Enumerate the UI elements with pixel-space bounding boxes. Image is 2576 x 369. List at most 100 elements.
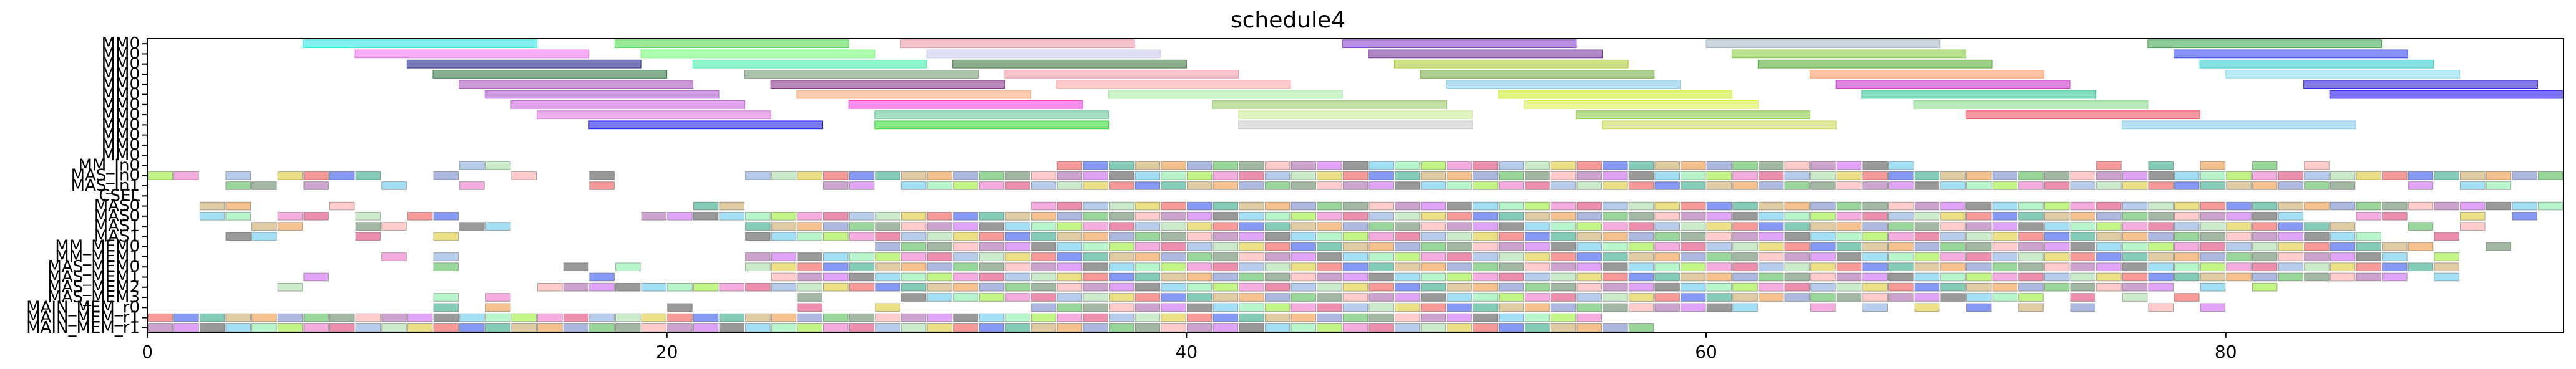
task-bar (2044, 262, 2070, 272)
task-bar (1394, 161, 1420, 170)
task-bar (1888, 211, 1914, 221)
task-bar (1083, 313, 1108, 322)
task-bar (1706, 161, 1732, 170)
task-bar (1342, 303, 1368, 312)
task-bar (2096, 201, 2122, 211)
task-bar (745, 222, 771, 231)
task-bar (1472, 211, 1498, 221)
task-bar (1056, 323, 1083, 332)
task-bar (1992, 242, 2018, 251)
task-bar (1914, 303, 1940, 312)
task-bar (1550, 222, 1576, 231)
task-bar (1706, 222, 1732, 231)
task-bar (2252, 201, 2278, 211)
task-bar (1368, 222, 1394, 231)
task-bar (1368, 323, 1394, 332)
task-bar (640, 49, 876, 59)
task-bar (1550, 211, 1576, 221)
task-bar (978, 282, 1005, 292)
y-tick-label: MAIN_MEM_r1 (26, 319, 140, 337)
task-bar (1342, 242, 1368, 251)
task-bar (1420, 171, 1447, 180)
task-bar (1862, 161, 1888, 170)
task-bar (1239, 161, 1264, 170)
task-bar (1810, 211, 1836, 221)
y-tick-label: MAS_MEM0 (47, 257, 140, 276)
task-bar (1706, 242, 1732, 251)
task-bar (1602, 120, 1837, 130)
task-bar (1264, 313, 1290, 322)
y-tick-label: MM0 (102, 44, 140, 63)
chart-title: schedule4 (1230, 7, 1346, 33)
task-bar (900, 313, 927, 322)
task-bar (900, 252, 927, 261)
task-bar (1108, 303, 1134, 312)
task-bar (1576, 242, 1603, 251)
task-bar (1888, 293, 1914, 302)
task-bar (1836, 242, 1862, 251)
task-bar (1862, 211, 1888, 221)
task-bar (849, 181, 875, 190)
task-bar (1550, 313, 1576, 322)
task-bar (510, 100, 746, 109)
task-bar (1317, 232, 1342, 241)
y-tick-label: MAS_MEM2 (47, 278, 140, 297)
task-bar (2096, 242, 2122, 251)
task-bar (2356, 201, 2382, 211)
task-bar (2278, 222, 2304, 231)
task-bar (355, 232, 381, 241)
task-bar (1966, 252, 1992, 261)
task-bar (1603, 293, 1628, 302)
task-bar (822, 313, 849, 322)
task-bar (978, 232, 1005, 241)
task-bar (822, 252, 849, 261)
task-bar (589, 181, 615, 190)
task-bar (433, 171, 459, 180)
task-bar (1680, 232, 1706, 241)
task-bar (277, 171, 303, 180)
task-bar (1031, 222, 1056, 231)
task-bar (1368, 313, 1394, 322)
task-bar (1447, 313, 1472, 322)
task-bar (900, 282, 927, 292)
task-bar (849, 232, 875, 241)
task-bar (1654, 262, 1680, 272)
task-bar (1056, 303, 1083, 312)
y-tick-label: MM0 (102, 146, 140, 165)
task-bar (1161, 181, 1186, 190)
task-bar (2018, 232, 2044, 241)
task-bar (2018, 181, 2044, 190)
task-bar (484, 90, 720, 99)
task-bar (2070, 181, 2096, 190)
task-bar (1992, 282, 2018, 292)
task-bar (2018, 272, 2044, 282)
task-bar (1680, 242, 1706, 251)
task-bar (1914, 242, 1940, 251)
task-bar (1550, 293, 1576, 302)
task-bar (1212, 262, 1239, 272)
task-bar (251, 313, 277, 322)
task-bar (1108, 242, 1134, 251)
task-bar (1239, 201, 1264, 211)
task-bar (2148, 242, 2174, 251)
task-bar (1810, 272, 1836, 282)
task-bar (875, 232, 900, 241)
task-bar (2096, 272, 2122, 282)
task-bar (1342, 181, 1368, 190)
task-bar (2070, 252, 2096, 261)
task-bar (1525, 181, 1550, 190)
task-bar (1005, 232, 1031, 241)
task-bar (1706, 272, 1732, 282)
task-bar (1317, 252, 1342, 261)
task-bar (2044, 201, 2070, 211)
task-bar (1290, 211, 1317, 221)
task-bar (2226, 242, 2252, 251)
task-bar (1108, 232, 1134, 241)
task-bar (485, 293, 511, 302)
task-bar (1031, 272, 1056, 282)
task-bar (1550, 171, 1576, 180)
y-tick-label: MM_In0 (78, 156, 140, 175)
task-bar (1472, 161, 1498, 170)
task-bar (745, 323, 771, 332)
task-bar (2148, 272, 2174, 282)
